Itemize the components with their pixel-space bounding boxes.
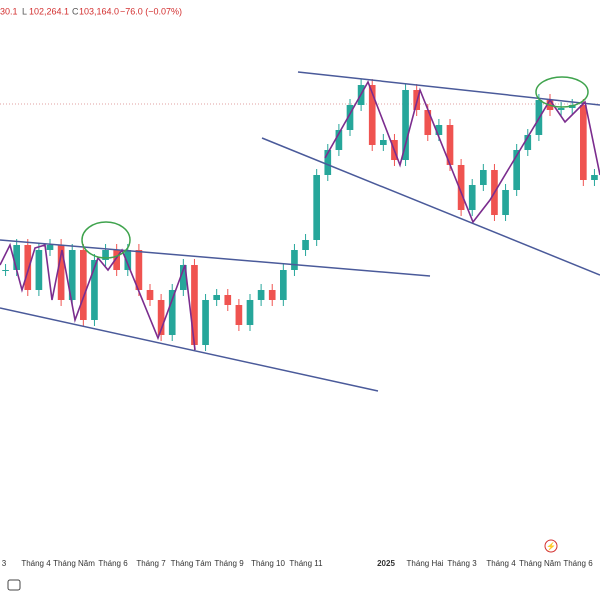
header-close-key: C: [72, 6, 79, 16]
candle-body: [580, 105, 587, 180]
candles: [2, 79, 598, 351]
alert-glyph: ⚡: [546, 541, 556, 551]
candle-body: [124, 250, 132, 270]
alert-icon[interactable]: [544, 539, 558, 553]
trendlines: [0, 71, 600, 392]
candle-body: [280, 270, 287, 300]
x-tick-label: 3: [2, 559, 7, 568]
candle-body: [113, 250, 120, 270]
candle-body: [257, 290, 265, 300]
candle-body: [346, 105, 354, 130]
candle-body: [268, 290, 276, 300]
candle-body: [2, 270, 9, 271]
x-tick-label: Tháng 7: [136, 559, 166, 568]
candle-body: [202, 300, 209, 345]
candle-body: [480, 170, 487, 185]
candle-body: [146, 290, 154, 300]
candle-body: [524, 135, 532, 150]
x-tick-label: Tháng Năm: [519, 559, 561, 568]
candle-body: [46, 245, 54, 250]
candle-body: [368, 85, 376, 145]
candle-body: [102, 250, 109, 260]
header-open: 30.1: [0, 6, 18, 16]
candle-body: [180, 265, 187, 290]
candle-body: [157, 300, 165, 335]
x-tick-label: Tháng 6: [98, 559, 128, 568]
candle-body: [235, 305, 243, 325]
candle-body: [424, 110, 432, 135]
candle-body: [335, 130, 343, 150]
x-tick-label: Tháng Năm: [53, 559, 95, 568]
x-tick-label: Tháng 6: [563, 559, 593, 568]
candle-body: [502, 190, 509, 215]
candle-body: [457, 165, 465, 210]
highlight-ellipse: [81, 221, 131, 259]
x-tick-label: Tháng 4: [21, 559, 51, 568]
candle-body: [57, 245, 65, 300]
candle-body: [191, 265, 198, 345]
wave-drawing: [0, 242, 196, 351]
candle-body: [446, 125, 454, 165]
candle-body: [380, 140, 387, 145]
candle-body: [324, 150, 332, 175]
trendline: [0, 239, 431, 277]
candle-body: [402, 90, 409, 160]
settings-icon[interactable]: [7, 579, 21, 591]
candle-body: [91, 260, 98, 320]
trendline: [0, 307, 379, 392]
highlight-ellipse: [535, 76, 589, 108]
header-close: 103,164.0: [79, 6, 119, 16]
candle-body: [168, 290, 176, 335]
wave-drawing: [324, 80, 600, 224]
x-tick-label: Tháng Hai: [407, 559, 444, 568]
candle-body: [557, 108, 565, 110]
x-tick-label: Tháng 4: [486, 559, 516, 568]
x-tick-label: Tháng 11: [289, 559, 323, 568]
candle-body: [313, 175, 320, 240]
x-tick-label: Tháng Tám: [171, 559, 212, 568]
x-axis: 3 Tháng 4 Tháng Năm Tháng 6 Tháng 7 Tháng Tám…: [2, 559, 593, 568]
candle-body: [591, 175, 598, 180]
candle-body: [302, 240, 309, 250]
candle-body: [513, 150, 520, 190]
x-tick-label: Tháng 3: [447, 559, 477, 568]
header-change: −76.0 (−0.07%): [120, 6, 182, 16]
trendline: [261, 137, 600, 276]
candle-body: [246, 300, 254, 325]
x-tick-label: 2025: [377, 559, 395, 568]
candle-body: [135, 250, 143, 290]
candle-body: [80, 250, 87, 320]
candle-body: [13, 245, 20, 270]
candle-body: [35, 250, 43, 290]
candle-body: [24, 245, 32, 290]
candle-body: [213, 295, 220, 300]
candle-body: [291, 250, 298, 270]
candle-body: [435, 125, 443, 135]
header-low: 102,264.1: [29, 6, 69, 16]
x-tick-label: Tháng 9: [214, 559, 244, 568]
candle-body: [468, 185, 476, 210]
candle-body: [68, 250, 76, 300]
x-tick-label: Tháng 10: [251, 559, 285, 568]
header-low-key: L: [22, 6, 27, 16]
candle-body: [224, 295, 232, 305]
